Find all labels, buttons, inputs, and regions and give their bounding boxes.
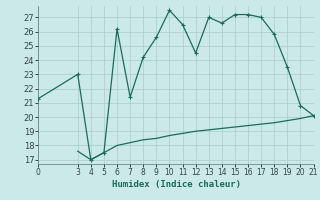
X-axis label: Humidex (Indice chaleur): Humidex (Indice chaleur) bbox=[111, 180, 241, 189]
